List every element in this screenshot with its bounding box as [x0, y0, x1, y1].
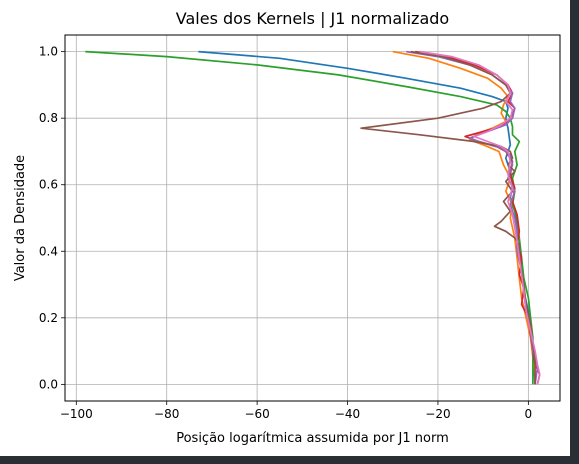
x-tick-label: −60 [244, 407, 269, 421]
chart-svg: −100 −80 −60 −40 −20 0 0.0 0.2 0.4 0.6 0.8 1.0 Vale… [13, 9, 561, 446]
x-tick-label: −100 [60, 407, 93, 421]
y-tick-label: 0.4 [39, 244, 58, 258]
y-tick-label: 0.2 [39, 311, 58, 325]
chart-figure: −100 −80 −60 −40 −20 0 0.0 0.2 0.4 0.6 0.8 1.0 Vale… [0, 0, 570, 456]
grid-layer [65, 35, 560, 401]
axes-frame [64, 34, 561, 402]
y-tick-label: 0.8 [39, 111, 58, 125]
series-line-4 [415, 50, 541, 385]
tick-layer: −100 −80 −60 −40 −20 0 0.0 0.2 0.4 0.6 0.8 1.0 [39, 45, 532, 421]
y-tick-label: 1.0 [39, 45, 58, 59]
x-tick-label: −20 [425, 407, 450, 421]
series-layer [85, 50, 541, 385]
y-tick-label: 0.0 [39, 377, 58, 391]
series-line-7 [419, 50, 541, 385]
x-axis-label: Posição logarítmica assumida por J1 norm [176, 431, 449, 446]
x-tick-label: 0 [525, 407, 533, 421]
x-tick-label: −80 [154, 407, 179, 421]
series-line-3 [85, 50, 534, 385]
x-tick-label: −40 [335, 407, 360, 421]
y-axis-label: Valor da Densidade [13, 155, 28, 281]
chart-title: Vales dos Kernels | J1 normalizado [176, 9, 449, 28]
y-tick-label: 0.6 [39, 178, 58, 192]
